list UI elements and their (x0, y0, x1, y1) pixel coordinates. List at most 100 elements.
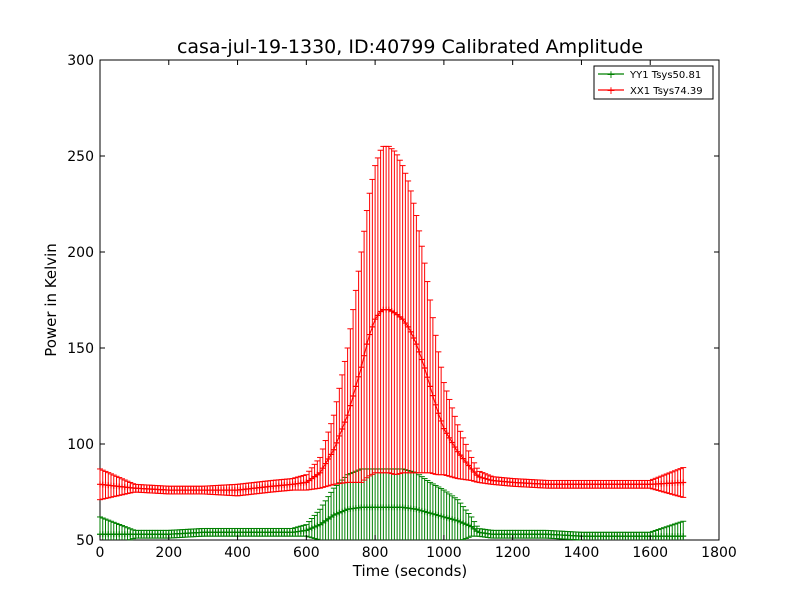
data-point (440, 513, 447, 520)
data-point (366, 331, 373, 338)
legend-frame (593, 65, 714, 100)
data-point (350, 393, 357, 399)
data-point (344, 412, 351, 419)
data-point (330, 512, 337, 519)
data-point (314, 522, 321, 529)
data-point (462, 521, 469, 528)
data-point (311, 523, 318, 530)
data-point (484, 476, 491, 483)
data-point (680, 479, 687, 486)
data-point (325, 455, 332, 462)
y-tick-label: 150 (67, 341, 94, 357)
data-point (457, 518, 464, 525)
data-point (424, 374, 431, 381)
data-point (465, 522, 472, 529)
data-point (319, 465, 326, 472)
data-point (336, 509, 343, 516)
data-point (328, 451, 335, 458)
data-point (460, 520, 467, 527)
plot-area: 0 200 400 600 800 1000 1200 1400 1600 1800 50 100 15… (67, 53, 737, 561)
data-point (303, 527, 310, 534)
plot-frame (99, 59, 720, 541)
y-axis-label: Power in Kelvin (42, 243, 60, 357)
x-tick-label: 1400 (564, 545, 600, 561)
data-point (435, 410, 442, 417)
data-point (341, 419, 348, 426)
data-point (680, 533, 687, 540)
y-tick-label: 50 (76, 533, 94, 549)
data-point (341, 507, 348, 514)
data-point (446, 434, 453, 441)
data-point (339, 508, 346, 515)
data-point (410, 335, 417, 342)
data-point (330, 446, 337, 453)
series-1 (97, 145, 687, 501)
data-point (443, 430, 450, 437)
data-point (352, 383, 359, 390)
x-tick-label: 1600 (632, 545, 668, 561)
data-point (363, 341, 370, 348)
data-point (413, 506, 420, 513)
data-point (421, 364, 428, 371)
data-point (347, 402, 354, 409)
ticks-layer: 0 200 400 600 800 1000 1200 1400 1600 1800 50 100 15… (67, 53, 737, 561)
data-point (317, 469, 324, 476)
data-point (413, 341, 420, 348)
data-point (333, 510, 340, 517)
legend-label-xx1: XX1 Tsys74.39 (630, 86, 703, 97)
data-point (407, 328, 414, 335)
data-point (440, 425, 447, 432)
data-point (405, 323, 412, 330)
legend-entry-yy1: + YY1 Tsys50.81 (598, 68, 701, 81)
data-point (418, 507, 425, 514)
data-point (399, 316, 406, 323)
data-point (361, 352, 368, 359)
legend-entry-xx1: + XX1 Tsys74.39 (598, 84, 703, 97)
data-point (432, 401, 439, 408)
legend-plus-xx1: + (606, 84, 615, 97)
data-point (402, 320, 409, 327)
data-point (421, 508, 428, 515)
data-point (424, 509, 431, 516)
data-point (308, 525, 315, 532)
y-tick-label: 100 (67, 437, 94, 453)
data-point (369, 323, 376, 330)
data-point (336, 432, 343, 439)
data-point (451, 517, 458, 524)
legend-plus-yy1: + (606, 68, 615, 81)
data-point (438, 417, 445, 424)
data-point (451, 444, 458, 451)
data-point (427, 383, 434, 390)
legend: + YY1 Tsys50.81 + XX1 Tsys74.39 (593, 65, 714, 100)
data-point (416, 348, 423, 355)
data-point (473, 528, 480, 535)
y-tick-label: 200 (67, 245, 94, 261)
data-point (476, 474, 483, 481)
x-tick-label: 1800 (701, 545, 737, 561)
data-point (374, 312, 381, 319)
series-0 (97, 468, 687, 541)
data-point (454, 448, 461, 455)
data-point (427, 510, 434, 517)
data-point (482, 475, 489, 482)
series-layer (97, 145, 687, 541)
data-point (438, 513, 445, 520)
data-point (468, 465, 475, 472)
data-point (449, 516, 456, 523)
x-tick-label: 800 (362, 545, 389, 561)
data-point (339, 426, 346, 433)
data-point (479, 474, 486, 481)
legend-label-yy1: YY1 Tsys50.81 (629, 70, 701, 81)
data-point (429, 392, 436, 399)
data-point (443, 514, 450, 521)
chart-title: casa-jul-19-1330, ID:40799 Calibrated Am… (177, 36, 643, 58)
data-point (355, 373, 362, 380)
data-point (457, 452, 464, 459)
data-point (432, 511, 439, 518)
data-point (418, 356, 425, 363)
data-point (322, 460, 329, 467)
data-point (446, 515, 453, 522)
x-tick-label: 1200 (495, 545, 531, 561)
data-point (333, 439, 340, 446)
